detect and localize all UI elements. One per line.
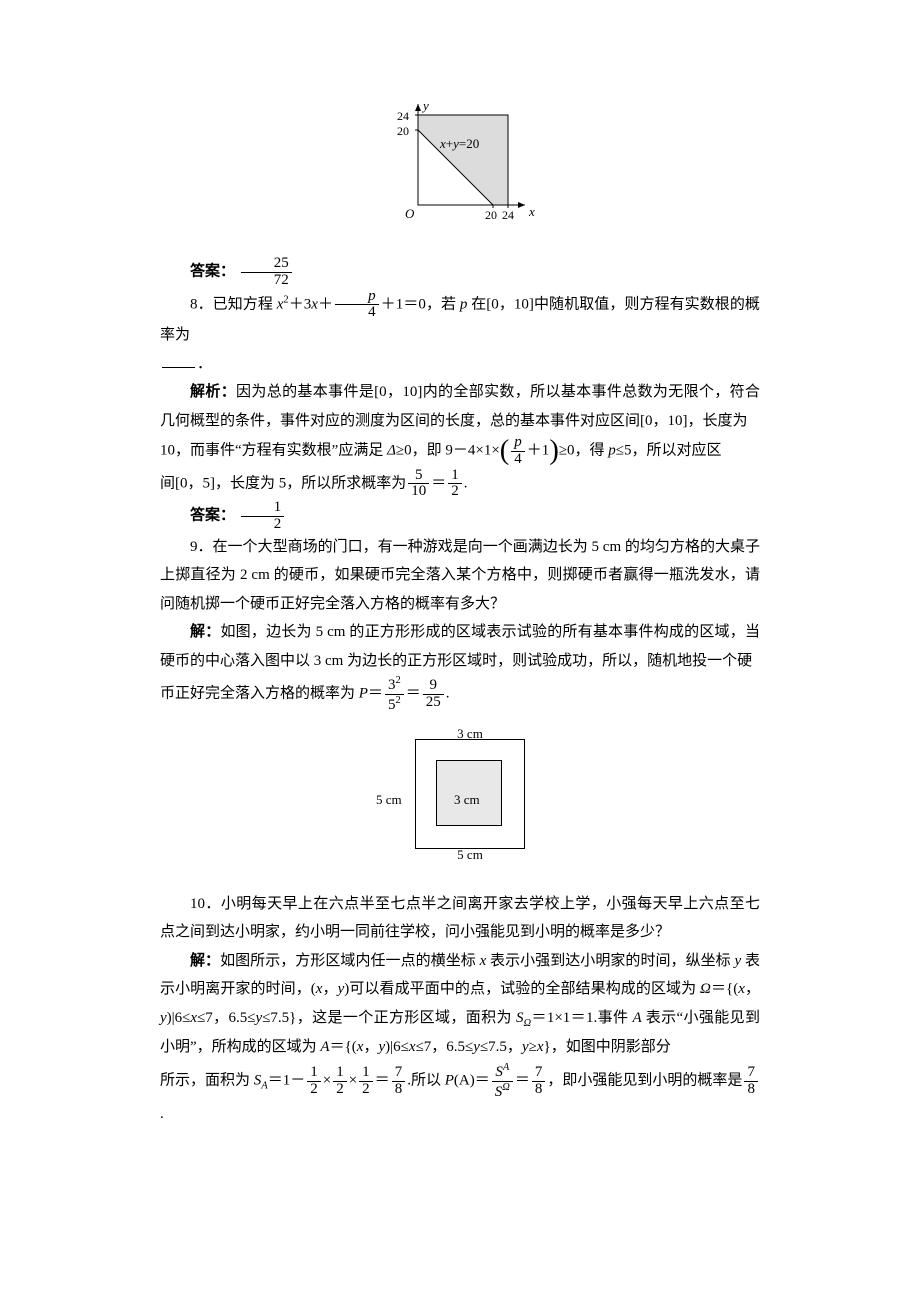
y-axis-label: y — [421, 100, 429, 113]
q9-text: 在一个大型商场的门口，有一种游戏是向一个画满边长为 5 cm 的均匀方格的大桌子… — [160, 539, 760, 612]
blank-placeholder — [162, 367, 195, 368]
solution-8-line1: 解析：因为总的基本事件是[0，10]内的全部实数，所以基本事件总数为无限个，符合… — [160, 378, 760, 435]
fig2-left-label: 5 cm — [376, 788, 402, 813]
solution-10-last: 所示，面积为 SA＝1－12×12×12＝78.所以 P(A)＝SASΩ＝78，… — [160, 1062, 760, 1129]
ytick-20: 20 — [397, 124, 409, 138]
question-10: 10．小明每天早上在六点半至七点半之间离开家去学校上学，小强每天早上六点至七点之… — [160, 890, 760, 947]
answer-7: 答案： 25 72 — [160, 256, 760, 289]
question-8-blank: ． — [160, 350, 760, 379]
q10-number: 10． — [190, 896, 221, 912]
answer-8: 答案： 1 2 — [160, 500, 760, 533]
q8-text-a: 已知方程 — [213, 296, 277, 312]
figure1-svg: y x O 24 20 20 24 x+y=20 — [383, 100, 538, 240]
q10-text: 小明每天早上在六点半至七点半之间离开家去学校上学，小强每天早上六点至七点之间到达… — [160, 896, 760, 941]
solution-10: 解：如图所示，方形区域内任一点的横坐标 x 表示小强到达小明家的时间，纵坐标 y… — [160, 947, 760, 1062]
question-9: 9．在一个大型商场的门口，有一种游戏是向一个画满边长为 5 cm 的均匀方格的大… — [160, 533, 760, 619]
fig2-inner-label: 3 cm — [454, 788, 480, 813]
solution-label: 解析： — [190, 384, 236, 400]
xtick-20: 20 — [485, 208, 497, 222]
answer-label: 答案： — [190, 264, 235, 280]
solution-label: 解： — [190, 624, 220, 640]
question-8: 8．已知方程 x2＋3x＋p4＋1＝0，若 p 在[0，10]中随机取值，则方程… — [160, 289, 760, 350]
ytick-24: 24 — [397, 109, 409, 123]
q9-number: 9． — [190, 539, 213, 555]
q8-number: 8． — [190, 296, 213, 312]
page: y x O 24 20 20 24 x+y=20 答案： 25 72 8．已知方… — [0, 0, 920, 1229]
xtick-24: 24 — [502, 208, 514, 222]
solution-8-line2: 10，而事件“方程有实数根”应满足 Δ≥0，即 9－4×1×(p4＋1)≥0，得… — [160, 435, 760, 468]
figure-axes-region: y x O 24 20 20 24 x+y=20 — [160, 100, 760, 240]
solution-9-line1: 解：如图，边长为 5 cm 的正方形形成的区域表示试验的所有基本事件构成的区域，… — [160, 618, 760, 675]
origin-label: O — [405, 206, 415, 221]
q8-frac-p4: p4 — [333, 289, 381, 322]
figure-square-in-square: 3 cm 5 cm 3 cm 5 cm — [160, 724, 760, 874]
line-label: x+y=20 — [439, 136, 479, 151]
fig2-top-label: 3 cm — [416, 722, 524, 747]
answer-7-frac: 25 72 — [239, 256, 294, 289]
answer-8-frac: 1 2 — [239, 500, 287, 533]
solution-9-line2: 币正好完全落入方格的概率为 P＝3252＝925. — [160, 675, 760, 714]
answer-label: 答案： — [190, 508, 235, 524]
solution-label: 解： — [190, 953, 220, 969]
fig2-bottom-label: 5 cm — [416, 843, 524, 868]
solution-8-line3: 间[0，5]，长度为 5，所以所求概率为510＝12. — [160, 468, 760, 501]
x-axis-label: x — [528, 204, 535, 219]
